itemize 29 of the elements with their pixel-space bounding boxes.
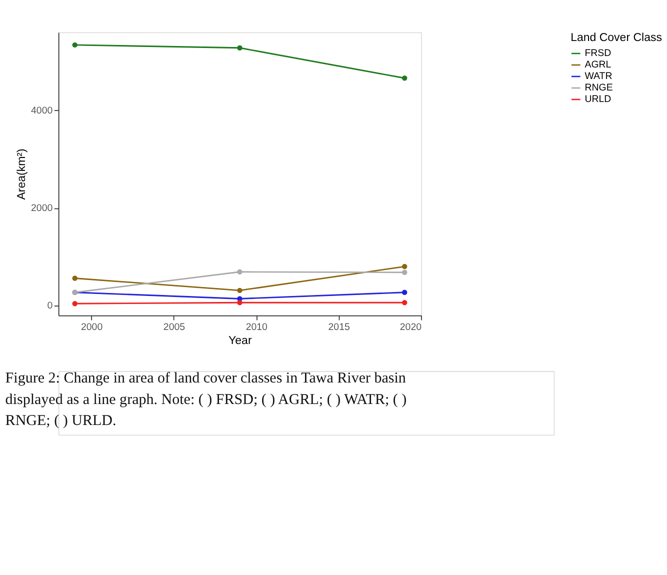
point: [237, 300, 242, 306]
point: [72, 301, 78, 306]
legend-label: FRSD: [584, 48, 612, 60]
y-tick-label: 4000: [31, 105, 54, 116]
point: [402, 270, 408, 275]
y-tick-label: 0: [47, 300, 54, 312]
point: [72, 42, 78, 48]
point: [402, 264, 408, 270]
x-tick-label: 2000: [80, 322, 104, 333]
x-tick-label: 2010: [246, 322, 268, 333]
legend-label: RNGE: [584, 82, 614, 94]
legend-label: WATR: [584, 71, 612, 82]
x-tick-label: 2015: [328, 322, 350, 333]
point: [237, 269, 242, 274]
legend-label: AGRL: [584, 60, 612, 71]
point: [72, 276, 78, 281]
y-axis-title: Area(km²): [16, 148, 28, 200]
x-axis-title: Year: [228, 335, 252, 348]
point: [402, 300, 408, 306]
caption: Figure 2: Change in area of land cover classes in Tawa River basin displayed as a line graph. Note: ( ) FRSD; ( ) AGRL; ( ) WATR; ( ) RNGE; ( ) URLD.: [5, 370, 407, 430]
point: [237, 45, 242, 50]
x-tick-label: 2020: [400, 322, 422, 333]
point: [402, 290, 408, 295]
legend-title: Land Cover Class: [570, 32, 662, 44]
y-tick-label: 2000: [31, 203, 54, 214]
point: [402, 76, 408, 81]
legend-label: URLD: [584, 94, 612, 106]
point: [237, 288, 242, 294]
x-tick-label: 2005: [163, 322, 186, 333]
